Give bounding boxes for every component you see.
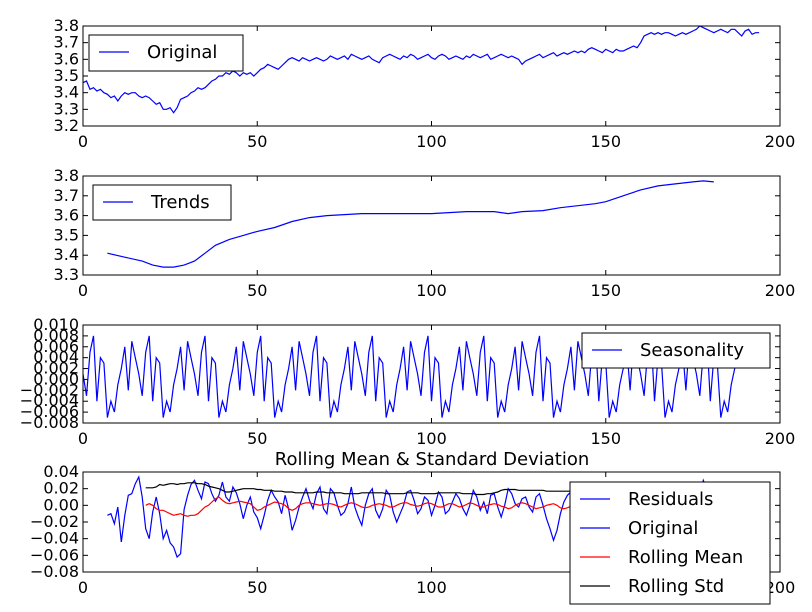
x-tick-label: 100: [416, 429, 447, 448]
x-tick-label: 50: [247, 578, 267, 597]
x-tick-label: 100: [416, 132, 447, 151]
x-tick-label: 200: [765, 132, 796, 151]
legend-label: Original: [147, 42, 217, 63]
x-tick-label: 0: [78, 281, 88, 300]
legend-box: [569, 481, 771, 605]
subplot-4: 0501001502000.040.020.00−0.02−0.04−0.06−…: [30, 462, 796, 605]
y-tick-label: 3.6: [54, 206, 79, 225]
x-tick-label: 50: [247, 429, 267, 448]
x-tick-label: 0: [78, 578, 88, 597]
y-tick-label: −0.004: [20, 391, 79, 410]
subplot-3: 0 50 100 150 200 0.0100.0080.0060.0040.0020.0…: [20, 315, 795, 448]
series-line-trends: [107, 180, 714, 268]
y-tick-label: −0.008: [20, 413, 79, 432]
y-tick-label: 0.00: [43, 495, 79, 514]
y-tick-label: 3.8: [54, 166, 79, 185]
x-tick-label: 200: [765, 429, 796, 448]
y-tick-label: −0.04: [30, 529, 79, 548]
legend-label: Seasonality: [640, 340, 744, 361]
y-tick-label: 3.5: [54, 225, 79, 244]
x-tick-label: 100: [416, 281, 447, 300]
x-tick-label: 0: [78, 429, 88, 448]
y-tick-label: 0.010: [33, 315, 79, 334]
plot-frame: [82, 25, 781, 127]
plot-frame: [82, 175, 781, 276]
x-tick-label: 150: [590, 281, 621, 300]
y-tick-label: −0.006: [20, 402, 79, 421]
y-tick-label: 0.004: [33, 348, 79, 367]
subplot-1: 0 50 100 150 200 3.23.33.43.53.63.73.8 Origina…: [54, 16, 796, 151]
y-tick-label: 0.008: [33, 326, 79, 345]
legend-label: Rolling Std: [628, 576, 724, 597]
series-line-rolling-mean: [145, 496, 610, 517]
y-tick-label: 3.4: [54, 245, 79, 264]
legend-label: Trends: [150, 192, 210, 213]
series-line-rolling-std: [145, 482, 610, 496]
x-tick-label: 200: [765, 578, 796, 597]
y-tick-label: 0.04: [43, 462, 79, 481]
y-tick-label: 3.4: [54, 83, 79, 102]
subplot-panels: 0 50 100 150 2003.23.33.43.53.63.73.8Origina…: [20, 16, 796, 605]
y-tick-label: 3.8: [54, 16, 79, 35]
subplot-2: 0 50 100 150 200 3.33.43.53.63.73.8 Trends: [54, 166, 796, 300]
legend: Original: [88, 34, 244, 72]
legend-label: Original: [628, 518, 698, 539]
x-tick-label: 200: [765, 281, 796, 300]
x-tick-label: 0: [78, 132, 88, 151]
y-tick-label: −0.06: [30, 545, 79, 564]
y-tick-label: −0.02: [30, 512, 79, 531]
x-tick-label: 50: [247, 281, 267, 300]
legend-box: [88, 34, 244, 72]
y-tick-label: 3.2: [54, 116, 79, 135]
y-tick-label: 3.3: [54, 265, 79, 284]
plot-frame: [82, 324, 781, 424]
subplot-4-title: Rolling Mean & Standard Deviation: [275, 449, 590, 470]
y-tick-label: 3.6: [54, 49, 79, 68]
x-tick-label: 150: [590, 429, 621, 448]
legend: Residuals Original Rolling Mean Rolling Std: [569, 481, 771, 605]
series-line-seasonality: [83, 335, 739, 418]
x-tick-label: 150: [590, 132, 621, 151]
x-tick-label: 100: [416, 578, 447, 597]
legend: Trends: [92, 184, 232, 221]
y-tick-label: −0.002: [20, 380, 79, 399]
y-tick-label: 3.5: [54, 66, 79, 85]
y-tick-label: 0.02: [43, 479, 79, 498]
y-tick-label: 0.002: [33, 359, 79, 378]
legend-label: Rolling Mean: [628, 547, 743, 568]
series-line-original: [83, 26, 760, 114]
y-tick-label: −0.08: [30, 562, 79, 581]
y-tick-label: 0.006: [33, 337, 79, 356]
y-tick-label: 3.7: [54, 33, 79, 52]
plot-frame: [82, 471, 781, 573]
legend-label: Residuals: [628, 489, 713, 510]
legend: Seasonality: [581, 332, 771, 369]
y-tick-label: 3.3: [54, 99, 79, 118]
x-tick-label: 50: [247, 132, 267, 151]
y-tick-label: 0.000: [33, 369, 79, 388]
y-tick-label: 3.7: [54, 186, 79, 205]
